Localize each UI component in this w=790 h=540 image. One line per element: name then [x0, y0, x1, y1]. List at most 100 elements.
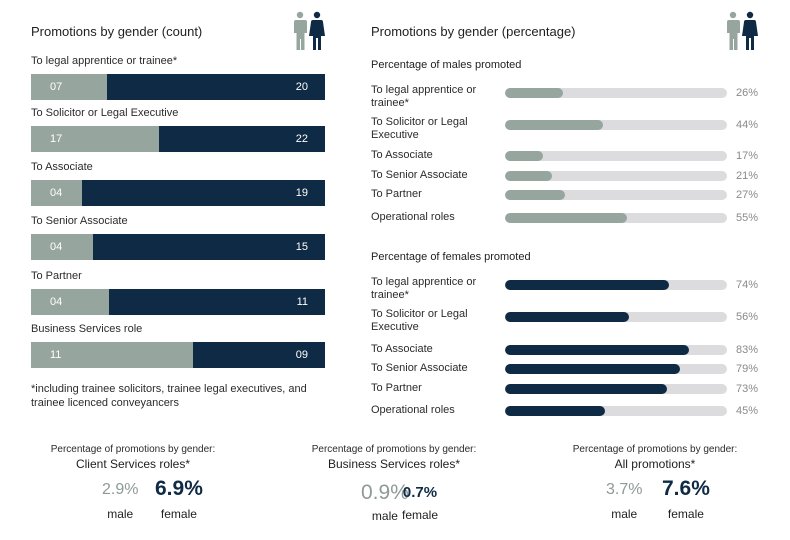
male-female-people-icon — [294, 11, 325, 50]
female-category-label: To Partner — [371, 382, 422, 394]
female-bar-fill — [505, 406, 605, 416]
female-label: female — [160, 507, 197, 521]
male-stat: 0.9% male — [361, 481, 409, 523]
male-bar-fill — [505, 151, 543, 161]
female-count-segment: 20 — [107, 74, 325, 100]
female-bar-fill — [505, 312, 629, 322]
female-bar-fill — [505, 280, 669, 290]
female-count-segment: 19 — [82, 180, 325, 206]
female-percentage-label: 56% — [736, 311, 759, 323]
female-percentage-label: 79% — [736, 363, 759, 375]
male-count-segment: 17 — [31, 126, 159, 152]
male-label: male — [371, 509, 398, 523]
male-percentage-subtitle: Percentage of males promoted — [371, 59, 522, 71]
summary-caption: Percentage of promotions by gender: — [572, 444, 738, 455]
count-category-label: To Associate — [31, 161, 93, 173]
promotion-summary: Percentage of promotions by gender: All p… — [540, 444, 770, 529]
female-bar-track — [505, 312, 727, 322]
male-percentage-label: 55% — [736, 212, 759, 224]
male-count-segment: 04 — [31, 234, 93, 260]
female-percentage-value: 7.6% — [662, 477, 710, 500]
male-percentage-label: 17% — [736, 150, 759, 162]
male-bar-track — [505, 151, 727, 161]
summary-caption: Percentage of promotions by gender: — [311, 444, 477, 455]
stacked-bar: 04 15 — [31, 234, 325, 260]
male-bar-fill — [505, 88, 563, 98]
female-count-segment: 09 — [193, 342, 325, 368]
male-percentage-value: 2.9% — [102, 481, 139, 498]
female-category-label: To Associate — [371, 343, 433, 355]
female-category-label: To Solicitor or Legal Executive — [371, 308, 468, 333]
female-bar-track — [505, 345, 727, 355]
male-percentage-label: 21% — [736, 170, 759, 182]
promotion-summary: Percentage of promotions by gender: Clien… — [18, 444, 248, 529]
count-category-label: Business Services role — [31, 323, 143, 335]
female-percentage-label: 73% — [736, 383, 759, 395]
count-category-label: To Solicitor or Legal Executive — [31, 107, 179, 119]
male-category-label: To Partner — [371, 188, 422, 200]
female-count-segment: 22 — [159, 126, 325, 152]
summary-role-type: Client Services roles* — [75, 457, 191, 471]
male-percentage-label: 44% — [736, 119, 759, 131]
female-bar-fill — [505, 384, 667, 394]
male-bar-track — [505, 120, 727, 130]
count-footnote: *including trainee solicitors, trainee l… — [31, 383, 307, 409]
female-percentage-value: 6.9% — [155, 477, 203, 500]
male-category-label: Operational roles — [371, 211, 455, 223]
count-panel: Promotions by gender (count) To legal ap… — [0, 0, 360, 420]
male-bar-track — [505, 190, 727, 200]
female-bar-track — [505, 364, 727, 374]
count-chart-title: Promotions by gender (count) — [31, 24, 203, 39]
count-category-label: To Senior Associate — [31, 215, 128, 227]
male-percentage-value: 3.7% — [606, 481, 643, 498]
male-percentage-label: 27% — [736, 189, 759, 201]
male-bar-track — [505, 213, 727, 223]
male-category-label: To Solicitor or Legal Executive — [371, 116, 468, 141]
summary-caption: Percentage of promotions by gender: — [50, 444, 216, 455]
male-bar-fill — [505, 120, 603, 130]
female-bar-fill — [505, 345, 689, 355]
male-bar-track — [505, 88, 727, 98]
male-stat: 3.7% male — [606, 481, 642, 521]
female-count-segment: 15 — [93, 234, 325, 260]
female-percentage-value: 0.7% — [402, 484, 438, 501]
female-percentage-label: 83% — [736, 344, 759, 356]
female-bar-fill — [505, 364, 680, 374]
female-category-label: To legal apprentice or trainee* — [371, 276, 477, 301]
female-percentage-subtitle: Percentage of females promoted — [371, 251, 531, 263]
percentage-chart-title: Promotions by gender (percentage) — [371, 24, 576, 39]
male-stat: 2.9% male — [102, 481, 138, 521]
female-category-label: To Senior Associate — [371, 362, 468, 374]
female-category-label: Operational roles — [371, 404, 455, 416]
male-female-people-icon — [727, 11, 758, 50]
male-label: male — [107, 507, 134, 521]
male-category-label: To Senior Associate — [371, 169, 468, 181]
female-percentage-label: 45% — [736, 405, 759, 417]
male-category-label: To legal apprentice or trainee* — [371, 84, 477, 109]
count-category-label: To legal apprentice or trainee* — [31, 55, 178, 67]
male-percentage-value: 0.9% — [361, 481, 409, 504]
male-count-segment: 04 — [31, 289, 109, 315]
male-count-segment: 11 — [31, 342, 193, 368]
female-stat: 0.7% female — [402, 484, 438, 522]
stacked-bar: 07 20 — [31, 74, 325, 100]
female-stat: 7.6% female — [662, 477, 710, 521]
stacked-bar: 11 09 — [31, 342, 325, 368]
summary-role-type: Business Services roles* — [327, 457, 461, 471]
male-bar-fill — [505, 171, 552, 181]
summary-role-type: All promotions* — [614, 457, 696, 471]
male-bar-fill — [505, 190, 565, 200]
count-category-label: To Partner — [31, 270, 82, 282]
male-bar-track — [505, 171, 727, 181]
stacked-bar: 17 22 — [31, 126, 325, 152]
promotion-summary: Percentage of promotions by gender: Busin… — [279, 444, 509, 529]
male-count-segment: 04 — [31, 180, 82, 206]
female-stat: 6.9% female — [155, 477, 203, 521]
male-percentage-label: 26% — [736, 87, 759, 99]
male-count-segment: 07 — [31, 74, 107, 100]
stacked-bar: 04 11 — [31, 289, 325, 315]
female-bar-track — [505, 384, 727, 394]
female-label: female — [402, 508, 439, 522]
female-percentage-label: 74% — [736, 279, 759, 291]
female-count-segment: 11 — [109, 289, 325, 315]
